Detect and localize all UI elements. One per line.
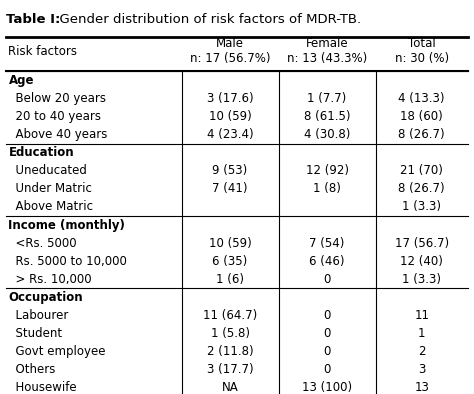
Text: 4 (30.8): 4 (30.8) <box>304 128 350 141</box>
Text: Others: Others <box>9 363 56 376</box>
Text: 1 (3.3): 1 (3.3) <box>402 201 441 214</box>
Text: Risk factors: Risk factors <box>9 45 77 58</box>
Text: 12 (40): 12 (40) <box>400 255 443 268</box>
Text: Below 20 years: Below 20 years <box>9 92 107 105</box>
Text: 10 (59): 10 (59) <box>209 237 251 250</box>
Text: 4 (23.4): 4 (23.4) <box>207 128 254 141</box>
Text: 1 (7.7): 1 (7.7) <box>308 92 346 105</box>
Text: Govt employee: Govt employee <box>9 345 106 358</box>
Text: Gender distribution of risk factors of MDR-TB.: Gender distribution of risk factors of M… <box>51 13 361 26</box>
Text: 2: 2 <box>418 345 426 358</box>
Text: 13 (100): 13 (100) <box>302 381 352 394</box>
Text: 1 (8): 1 (8) <box>313 182 341 195</box>
Text: Total
n: 30 (%): Total n: 30 (%) <box>395 37 449 65</box>
Text: 21 (70): 21 (70) <box>400 164 443 177</box>
Text: Age: Age <box>9 74 34 87</box>
Text: Education: Education <box>9 146 74 159</box>
Text: Labourer: Labourer <box>9 309 69 322</box>
Text: 8 (61.5): 8 (61.5) <box>304 110 350 123</box>
Text: 2 (11.8): 2 (11.8) <box>207 345 254 358</box>
Text: 1: 1 <box>418 327 426 340</box>
Text: Table I:: Table I: <box>6 13 61 26</box>
Text: 0: 0 <box>323 309 331 322</box>
Text: 17 (56.7): 17 (56.7) <box>395 237 449 250</box>
Text: NA: NA <box>222 381 238 394</box>
Text: Housewife: Housewife <box>9 381 77 394</box>
Text: 12 (92): 12 (92) <box>306 164 348 177</box>
Text: Uneducated: Uneducated <box>9 164 87 177</box>
Text: 0: 0 <box>323 327 331 340</box>
Text: Above Matric: Above Matric <box>9 201 93 214</box>
Text: 1 (5.8): 1 (5.8) <box>210 327 250 340</box>
Text: 4 (13.3): 4 (13.3) <box>399 92 445 105</box>
Text: 11 (64.7): 11 (64.7) <box>203 309 257 322</box>
Text: Income (monthly): Income (monthly) <box>9 219 125 232</box>
Text: 3: 3 <box>418 363 425 376</box>
Text: 0: 0 <box>323 273 331 286</box>
Text: > Rs. 10,000: > Rs. 10,000 <box>9 273 92 286</box>
Text: 8 (26.7): 8 (26.7) <box>399 128 445 141</box>
Text: 7 (41): 7 (41) <box>212 182 248 195</box>
Text: 7 (54): 7 (54) <box>310 237 345 250</box>
Text: 18 (60): 18 (60) <box>401 110 443 123</box>
Text: Male
n: 17 (56.7%): Male n: 17 (56.7%) <box>190 37 270 65</box>
Text: 3 (17.7): 3 (17.7) <box>207 363 254 376</box>
Text: 0: 0 <box>323 345 331 358</box>
Text: 11: 11 <box>414 309 429 322</box>
Text: 13: 13 <box>414 381 429 394</box>
Text: 8 (26.7): 8 (26.7) <box>399 182 445 195</box>
Text: Female
n: 13 (43.3%): Female n: 13 (43.3%) <box>287 37 367 65</box>
Text: <Rs. 5000: <Rs. 5000 <box>9 237 77 250</box>
Text: Under Matric: Under Matric <box>9 182 92 195</box>
Text: 3 (17.6): 3 (17.6) <box>207 92 254 105</box>
Text: 20 to 40 years: 20 to 40 years <box>9 110 101 123</box>
Text: 6 (35): 6 (35) <box>212 255 248 268</box>
Text: 9 (53): 9 (53) <box>212 164 248 177</box>
Text: 0: 0 <box>323 363 331 376</box>
Text: Rs. 5000 to 10,000: Rs. 5000 to 10,000 <box>9 255 128 268</box>
Text: Student: Student <box>9 327 63 340</box>
Text: 10 (59): 10 (59) <box>209 110 251 123</box>
Text: Above 40 years: Above 40 years <box>9 128 108 141</box>
Text: 1 (3.3): 1 (3.3) <box>402 273 441 286</box>
Text: 6 (46): 6 (46) <box>310 255 345 268</box>
Text: Occupation: Occupation <box>9 291 83 304</box>
Text: 1 (6): 1 (6) <box>216 273 244 286</box>
